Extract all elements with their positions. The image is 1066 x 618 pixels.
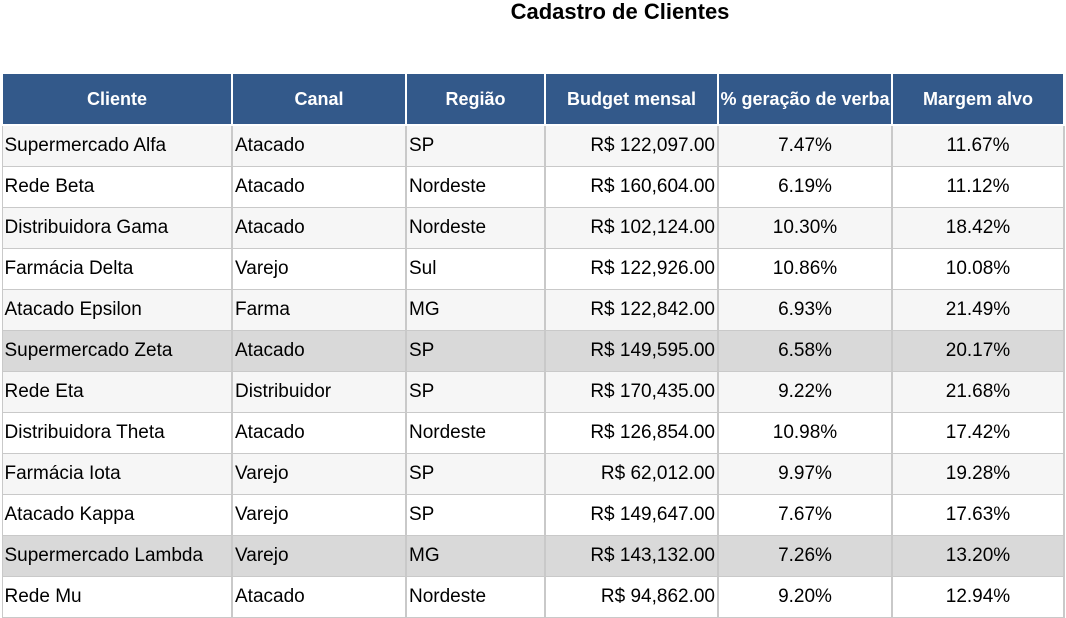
cell-geracao-verba[interactable]: 6.58%: [717, 330, 893, 372]
column-header-canal[interactable]: Canal: [231, 72, 407, 126]
cell-regiao[interactable]: Nordeste: [405, 166, 546, 208]
cell-geracao-verba[interactable]: 7.26%: [717, 535, 893, 577]
cell-regiao[interactable]: SP: [405, 453, 546, 495]
clients-table: Cliente Canal Região Budget mensal % ger…: [1, 72, 1065, 618]
cell-margem-alvo[interactable]: 12.94%: [891, 576, 1065, 618]
cell-margem-alvo[interactable]: 17.42%: [891, 412, 1065, 454]
table-row: Rede Eta Distribuidor SP R$ 170,435.00 9…: [1, 371, 1065, 413]
cell-budget[interactable]: R$ 122,926.00: [544, 248, 719, 290]
table-row: Supermercado Alfa Atacado SP R$ 122,097.…: [1, 124, 1065, 167]
cell-regiao[interactable]: Nordeste: [405, 207, 546, 249]
cell-canal[interactable]: Atacado: [231, 166, 407, 208]
cell-geracao-verba[interactable]: 9.20%: [717, 576, 893, 618]
cell-canal[interactable]: Atacado: [231, 412, 407, 454]
cell-regiao[interactable]: Nordeste: [405, 576, 546, 618]
column-header-regiao[interactable]: Região: [405, 72, 546, 126]
cell-cliente[interactable]: Rede Eta: [1, 371, 233, 413]
column-header-margem-alvo[interactable]: Margem alvo: [891, 72, 1065, 126]
cell-budget[interactable]: R$ 122,097.00: [544, 124, 719, 167]
cell-geracao-verba[interactable]: 10.30%: [717, 207, 893, 249]
cell-regiao[interactable]: SP: [405, 330, 546, 372]
cell-cliente[interactable]: Supermercado Alfa: [1, 124, 233, 167]
cell-regiao[interactable]: Nordeste: [405, 412, 546, 454]
cell-margem-alvo[interactable]: 11.67%: [891, 124, 1065, 167]
table-row: Distribuidora Gama Atacado Nordeste R$ 1…: [1, 207, 1065, 249]
table-row: Atacado Epsilon Farma MG R$ 122,842.00 6…: [1, 289, 1065, 331]
cell-budget[interactable]: R$ 94,862.00: [544, 576, 719, 618]
table-row: Supermercado Lambda Varejo MG R$ 143,132…: [1, 535, 1065, 577]
table-row: Distribuidora Theta Atacado Nordeste R$ …: [1, 412, 1065, 454]
cell-cliente[interactable]: Supermercado Lambda: [1, 535, 233, 577]
cell-budget[interactable]: R$ 170,435.00: [544, 371, 719, 413]
cell-budget[interactable]: R$ 160,604.00: [544, 166, 719, 208]
cell-cliente[interactable]: Atacado Epsilon: [1, 289, 233, 331]
cell-margem-alvo[interactable]: 19.28%: [891, 453, 1065, 495]
cell-canal[interactable]: Farma: [231, 289, 407, 331]
cell-canal[interactable]: Varejo: [231, 453, 407, 495]
column-header-geracao-verba[interactable]: % geração de verba: [717, 72, 893, 126]
cell-canal[interactable]: Varejo: [231, 248, 407, 290]
column-header-cliente[interactable]: Cliente: [1, 72, 233, 126]
cell-canal[interactable]: Distribuidor: [231, 371, 407, 413]
table-row: Rede Beta Atacado Nordeste R$ 160,604.00…: [1, 166, 1065, 208]
cell-geracao-verba[interactable]: 10.98%: [717, 412, 893, 454]
cell-budget[interactable]: R$ 126,854.00: [544, 412, 719, 454]
cell-margem-alvo[interactable]: 18.42%: [891, 207, 1065, 249]
cell-margem-alvo[interactable]: 21.68%: [891, 371, 1065, 413]
cell-budget[interactable]: R$ 143,132.00: [544, 535, 719, 577]
table-row: Rede Mu Atacado Nordeste R$ 94,862.00 9.…: [1, 576, 1065, 618]
cell-cliente[interactable]: Distribuidora Theta: [1, 412, 233, 454]
cell-canal[interactable]: Atacado: [231, 207, 407, 249]
cell-canal[interactable]: Varejo: [231, 494, 407, 536]
cell-cliente[interactable]: Atacado Kappa: [1, 494, 233, 536]
cell-canal[interactable]: Varejo: [231, 535, 407, 577]
cell-geracao-verba[interactable]: 6.19%: [717, 166, 893, 208]
cell-geracao-verba[interactable]: 9.22%: [717, 371, 893, 413]
cell-geracao-verba[interactable]: 6.93%: [717, 289, 893, 331]
cell-cliente[interactable]: Farmácia Iota: [1, 453, 233, 495]
table-row: Supermercado Zeta Atacado SP R$ 149,595.…: [1, 330, 1065, 372]
cell-regiao[interactable]: MG: [405, 289, 546, 331]
cell-cliente[interactable]: Supermercado Zeta: [1, 330, 233, 372]
cell-regiao[interactable]: SP: [405, 371, 546, 413]
cell-budget[interactable]: R$ 122,842.00: [544, 289, 719, 331]
cell-canal[interactable]: Atacado: [231, 330, 407, 372]
cell-geracao-verba[interactable]: 7.47%: [717, 124, 893, 167]
cell-canal[interactable]: Atacado: [231, 124, 407, 167]
cell-geracao-verba[interactable]: 7.67%: [717, 494, 893, 536]
cell-budget[interactable]: R$ 149,595.00: [544, 330, 719, 372]
cell-regiao[interactable]: SP: [405, 494, 546, 536]
cell-budget[interactable]: R$ 62,012.00: [544, 453, 719, 495]
cell-cliente[interactable]: Rede Mu: [1, 576, 233, 618]
cell-cliente[interactable]: Rede Beta: [1, 166, 233, 208]
cell-regiao[interactable]: SP: [405, 124, 546, 167]
table-row: Atacado Kappa Varejo SP R$ 149,647.00 7.…: [1, 494, 1065, 536]
cell-cliente[interactable]: Distribuidora Gama: [1, 207, 233, 249]
cell-geracao-verba[interactable]: 9.97%: [717, 453, 893, 495]
cell-budget[interactable]: R$ 149,647.00: [544, 494, 719, 536]
sheet-title: Cadastro de Clientes: [510, 0, 730, 24]
cell-margem-alvo[interactable]: 21.49%: [891, 289, 1065, 331]
table-row: Farmácia Iota Varejo SP R$ 62,012.00 9.9…: [1, 453, 1065, 495]
cell-margem-alvo[interactable]: 20.17%: [891, 330, 1065, 372]
header-row: Cliente Canal Região Budget mensal % ger…: [1, 72, 1065, 126]
cell-budget[interactable]: R$ 102,124.00: [544, 207, 719, 249]
cell-margem-alvo[interactable]: 17.63%: [891, 494, 1065, 536]
table-row: Farmácia Delta Varejo Sul R$ 122,926.00 …: [1, 248, 1065, 290]
cell-margem-alvo[interactable]: 10.08%: [891, 248, 1065, 290]
cell-regiao[interactable]: Sul: [405, 248, 546, 290]
cell-margem-alvo[interactable]: 13.20%: [891, 535, 1065, 577]
cell-margem-alvo[interactable]: 11.12%: [891, 166, 1065, 208]
column-header-budget[interactable]: Budget mensal: [544, 72, 719, 126]
cell-geracao-verba[interactable]: 10.86%: [717, 248, 893, 290]
cell-cliente[interactable]: Farmácia Delta: [1, 248, 233, 290]
cell-regiao[interactable]: MG: [405, 535, 546, 577]
cell-canal[interactable]: Atacado: [231, 576, 407, 618]
